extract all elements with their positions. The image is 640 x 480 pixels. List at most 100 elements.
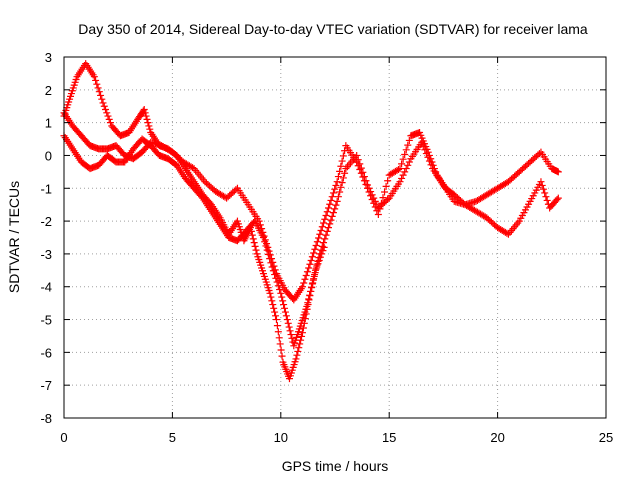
data-point: [142, 112, 150, 120]
data-point: [328, 193, 336, 201]
data-point: [399, 171, 407, 179]
data-point: [394, 166, 402, 174]
data-point: [263, 240, 271, 248]
data-point: [100, 102, 108, 110]
data-point: [543, 196, 551, 204]
data-point: [322, 211, 330, 219]
data-point: [368, 196, 376, 204]
data-point: [399, 155, 407, 163]
data-point: [272, 312, 280, 320]
data-point: [311, 269, 319, 277]
data-point: [252, 246, 260, 254]
data-point: [296, 340, 304, 348]
data-point: [271, 308, 279, 316]
data-point: [396, 165, 404, 173]
data-point: [288, 334, 296, 342]
data-point: [146, 125, 154, 133]
data-point: [298, 283, 306, 291]
data-point: [338, 179, 346, 187]
data-point: [314, 257, 322, 265]
x-tick-label: 25: [599, 430, 613, 445]
y-tick-label: 2: [45, 83, 52, 98]
data-point: [285, 323, 293, 331]
data-point: [92, 76, 100, 84]
data-point: [248, 231, 256, 239]
data-point: [298, 332, 306, 340]
plot-frame: [63, 56, 607, 419]
data-point: [402, 165, 410, 173]
data-point: [310, 249, 318, 257]
data-point: [271, 266, 279, 274]
x-tick-label: 15: [382, 430, 396, 445]
data-point: [104, 112, 112, 120]
data-point: [93, 80, 101, 88]
data-point: [402, 146, 410, 154]
data-point: [376, 205, 384, 213]
data-point: [354, 162, 362, 170]
data-point: [232, 186, 240, 194]
data-point: [141, 109, 149, 117]
data-point: [382, 182, 390, 190]
y-tick-label: -7: [40, 378, 52, 393]
data-point: [405, 158, 413, 166]
data-point: [250, 239, 258, 247]
data-point: [362, 181, 370, 189]
data-point: [306, 291, 314, 299]
data-point: [404, 161, 412, 169]
data-point: [360, 177, 368, 185]
data-point: [264, 243, 272, 251]
data-point: [280, 301, 288, 309]
data-point: [298, 329, 306, 337]
data-point: [339, 152, 347, 160]
data-point: [315, 254, 323, 262]
chart-title: Day 350 of 2014, Sidereal Day-to-day VTE…: [78, 21, 588, 37]
data-point: [538, 181, 546, 189]
data-point: [307, 256, 315, 264]
data-point: [329, 189, 337, 197]
y-tick-label: 0: [45, 148, 52, 163]
data-point: [97, 91, 105, 99]
data-point: [103, 109, 111, 117]
data-point: [143, 115, 151, 123]
y-tick-label: -3: [40, 247, 52, 262]
data-point: [295, 344, 303, 352]
y-tick-label: -1: [40, 181, 52, 196]
data-point: [401, 151, 409, 159]
data-point: [281, 304, 289, 312]
data-point: [323, 208, 331, 216]
data-point: [278, 293, 286, 301]
data-point: [278, 352, 286, 360]
data-point: [541, 189, 549, 197]
data-point: [318, 223, 326, 231]
data-point: [309, 276, 317, 284]
data-point: [284, 319, 292, 327]
data-point: [338, 157, 346, 165]
data-point: [539, 185, 547, 193]
gridlines: [64, 57, 606, 418]
y-tick-label: -4: [40, 280, 52, 295]
data-point: [266, 289, 274, 297]
data-point: [377, 199, 385, 207]
data-point: [303, 268, 311, 276]
data-point: [327, 216, 335, 224]
data-point: [145, 122, 153, 130]
series-trace-2: [60, 132, 562, 350]
data-point: [304, 299, 312, 307]
data-point: [321, 235, 329, 243]
data-point: [320, 219, 328, 227]
data-point: [258, 225, 266, 233]
data-point: [102, 106, 110, 114]
data-point: [302, 271, 310, 279]
data-point: [396, 178, 404, 186]
data-series: [60, 60, 562, 383]
data-point: [324, 224, 332, 232]
data-point: [293, 351, 301, 359]
x-tick-label: 20: [490, 430, 504, 445]
data-point: [320, 239, 328, 247]
data-point: [279, 297, 287, 305]
data-point: [270, 304, 278, 312]
data-point: [266, 251, 274, 259]
data-point: [268, 297, 276, 305]
data-point: [273, 278, 281, 286]
